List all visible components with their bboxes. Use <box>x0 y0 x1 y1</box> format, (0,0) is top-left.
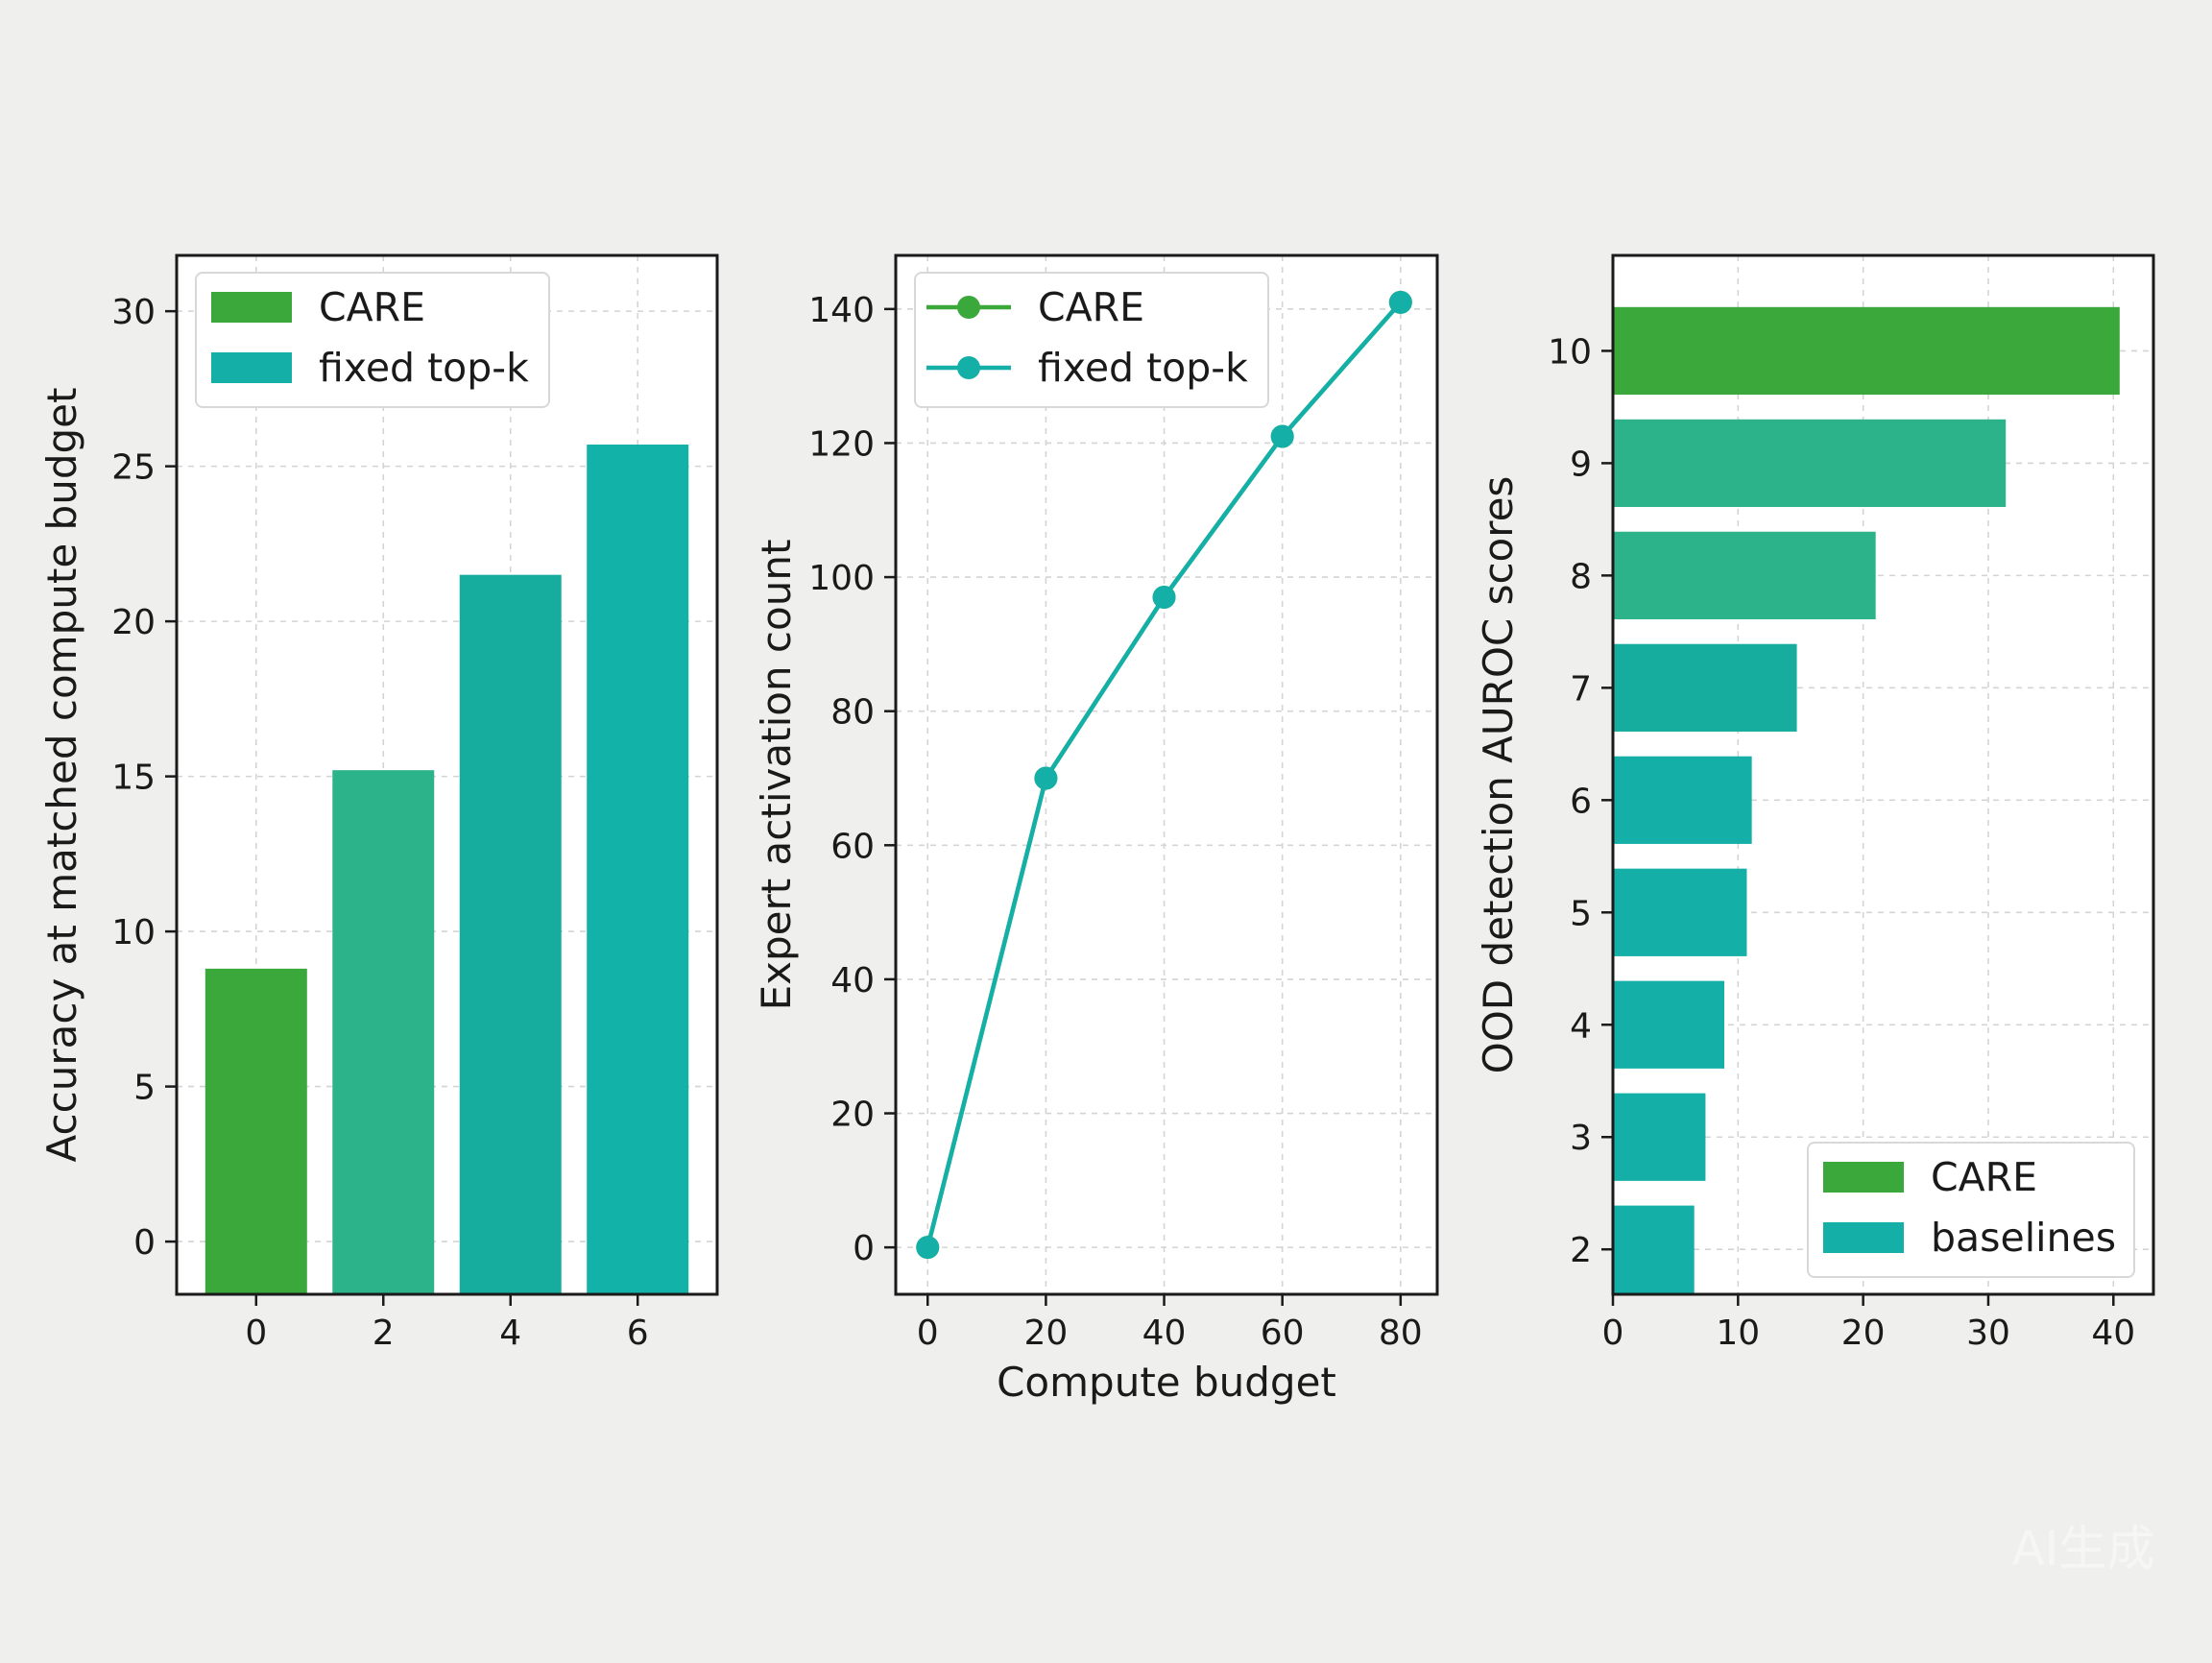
panel-c-x-tick-label: 20 <box>1841 1314 1886 1353</box>
panel-a-legend-swatch <box>211 292 292 323</box>
panel-b-x-axis-label: Compute budget <box>997 1359 1336 1406</box>
panel-c-bar <box>1613 531 1876 619</box>
panel-b-x-tick-label: 0 <box>917 1314 939 1353</box>
panel-c-bar <box>1613 756 1752 844</box>
panel-c-y-tick-label: 7 <box>1570 669 1592 709</box>
panel-b-y-tick-label: 0 <box>853 1229 875 1268</box>
panel-a-legend-label: fixed top-k <box>319 345 529 391</box>
panel-c-y-tick-label: 5 <box>1570 894 1592 933</box>
panel-b-x-tick-label: 40 <box>1142 1314 1187 1353</box>
panel-a-y-axis-label: Accuracy at matched compute budget <box>38 388 85 1163</box>
panel-b-legend-label: CARE <box>1038 284 1144 330</box>
panel-a-x-tick-label: 4 <box>499 1314 521 1353</box>
panel-a: 0 2 4 6 0 5 10 15 20 25 30 Accuracy at matched comp… <box>38 253 719 1353</box>
panel-c-legend-label: CARE <box>1931 1154 2037 1200</box>
panel-c-y-tick-label: 3 <box>1570 1119 1592 1158</box>
panel-c-bar <box>1613 643 1797 732</box>
panel-a-bar <box>459 574 562 1294</box>
panel-b-x-tick-label: 20 <box>1023 1314 1068 1353</box>
panel-a-y-tick-label: 30 <box>111 293 156 332</box>
panel-b-y-tick-label: 100 <box>808 559 875 598</box>
panel-a-x-tick-label: 2 <box>373 1314 395 1353</box>
panel-c-bar <box>1613 419 2007 508</box>
panel-c-legend-swatch <box>1823 1162 1904 1193</box>
watermark-text: AI生成 <box>2012 1521 2155 1577</box>
panel-a-y-tick-label: 0 <box>133 1223 156 1263</box>
panel-a-legend-label: CARE <box>319 284 425 330</box>
panel-b-legend-label: fixed top-k <box>1038 345 1248 391</box>
panel-c-legend-swatch <box>1823 1222 1904 1253</box>
panel-a-legend: CARE fixed top-k <box>195 272 550 408</box>
panel-c-bar <box>1613 1205 1695 1293</box>
panel-c-bar <box>1613 868 1747 956</box>
panel-c-y-tick-label: 2 <box>1570 1231 1592 1270</box>
panel-a-y-tick-label: 15 <box>111 759 156 798</box>
panel-b-legend-marker <box>957 356 980 379</box>
panel-a-x-tick-label: 0 <box>245 1314 267 1353</box>
panel-b-legend-marker <box>957 296 980 319</box>
panel-b-plot-area <box>896 255 1437 1294</box>
panel-c-axes-frame <box>1611 253 2155 1296</box>
panel-b-x-tick-label: 80 <box>1379 1314 1423 1353</box>
panel-a-legend-swatch <box>211 352 292 383</box>
panel-c-x-tick-label: 10 <box>1716 1314 1760 1353</box>
panel-b-series-point <box>1388 290 1412 314</box>
panel-c-bar <box>1613 980 1724 1069</box>
panel-b-series-point <box>1152 586 1176 610</box>
panel-c-y-tick-label: 8 <box>1570 557 1592 596</box>
panel-b-y-tick-label: 20 <box>830 1096 875 1135</box>
panel-c-bar <box>1613 306 2120 396</box>
panel-a-bar <box>587 445 689 1295</box>
panel-a-y-tick-label: 5 <box>133 1069 156 1108</box>
panel-c-legend-label: baselines <box>1931 1215 2116 1261</box>
panel-c-y-tick-label: 6 <box>1570 782 1592 821</box>
panel-a-y-tick-label: 20 <box>111 603 156 642</box>
panel-c-legend: CARE baselines <box>1807 1142 2135 1278</box>
panel-b-y-tick-label: 140 <box>808 291 875 330</box>
panel-c-y-tick-label: 10 <box>1548 332 1592 372</box>
panel-c-y-axis-label: OOD detection AUROC scores <box>1475 476 1522 1074</box>
panel-a-bar <box>332 770 435 1294</box>
panel-c-bar <box>1613 1093 1706 1181</box>
panel-c-y-tick-label: 4 <box>1570 1006 1592 1046</box>
panel-c-x-tick-label: 30 <box>1966 1314 2010 1353</box>
panel-b-y-tick-label: 40 <box>830 961 875 1000</box>
panel-a-y-tick-label: 10 <box>111 913 156 952</box>
panel-c-x-tick-label: 40 <box>2091 1314 2135 1353</box>
panel-a-bar <box>204 968 307 1294</box>
panel-b-y-tick-label: 120 <box>808 424 875 464</box>
panel-b-axes-frame <box>894 253 1439 1296</box>
panel-b-legend: CARE fixed top-k <box>914 272 1269 408</box>
panel-a-x-tick-label: 6 <box>627 1314 649 1353</box>
panel-a-y-tick-label: 25 <box>111 448 156 488</box>
panel-a-axes-frame <box>175 253 719 1296</box>
panel-b-y-tick-label: 60 <box>830 827 875 866</box>
panel-b-y-axis-label: Expert activation count <box>753 540 800 1011</box>
panel-b-y-tick-label: 80 <box>830 693 875 733</box>
panel-c-y-tick-label: 9 <box>1570 445 1592 484</box>
panel-b: 0 20 40 60 80 0 20 40 60 80 100 120 140 Compute budge… <box>753 253 1439 1406</box>
panel-b-series-point <box>1034 766 1058 790</box>
panel-b-series-point <box>1270 424 1294 448</box>
panel-b-x-tick-label: 60 <box>1261 1314 1305 1353</box>
panel-c-x-tick-label: 0 <box>1602 1314 1624 1353</box>
panel-c: 0 10 20 30 40 2 3 4 5 6 7 8 9 10 OOD detection AUROC s… <box>1475 253 2155 1353</box>
panel-b-series-point <box>916 1236 940 1260</box>
